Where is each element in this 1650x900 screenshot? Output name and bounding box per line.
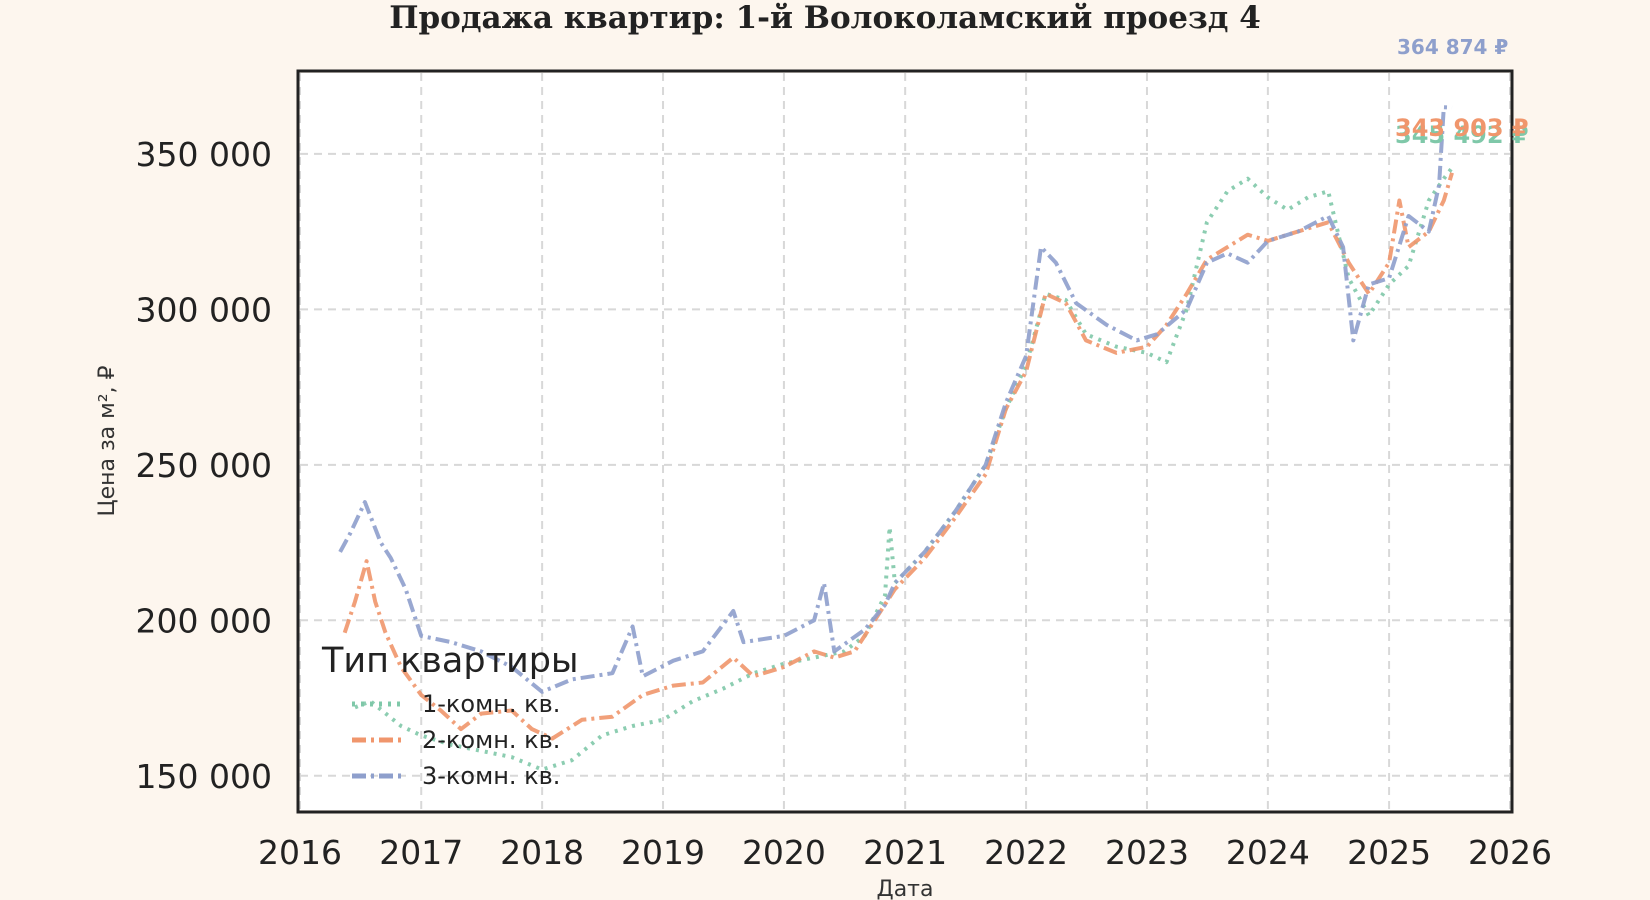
chart-title: Продажа квартир: 1-й Волоколамский проез… bbox=[389, 0, 1261, 36]
legend-item: 1-комн. кв. bbox=[422, 690, 560, 718]
x-tick-label: 2022 bbox=[984, 833, 1068, 872]
x-tick-label: 2018 bbox=[500, 833, 584, 872]
end-value-label: 343 903 ₽ bbox=[1395, 114, 1529, 142]
grid bbox=[299, 73, 1511, 810]
x-tick-label: 2026 bbox=[1468, 833, 1552, 872]
y-tick-label: 150 000 bbox=[136, 757, 272, 796]
legend-item: 2-комн. кв. bbox=[422, 726, 560, 754]
series-line-2 bbox=[342, 172, 1454, 741]
end-labels: 345 492 ₽343 903 ₽ 364 874 ₽ bbox=[1395, 35, 1529, 149]
legend: Тип квартиры 1-комн. кв. 2-комн. кв. 3-комн… bbox=[321, 641, 579, 790]
x-tick-label: 2025 bbox=[1347, 833, 1431, 872]
legend-title: Тип квартиры bbox=[321, 641, 579, 681]
x-tick-label: 2017 bbox=[379, 833, 463, 872]
x-tick-label: 2023 bbox=[1105, 833, 1189, 872]
y-tick-label: 300 000 bbox=[136, 290, 272, 329]
x-tick-label: 2016 bbox=[258, 833, 342, 872]
x-tick-label: 2024 bbox=[1226, 833, 1310, 872]
y-tick-label: 200 000 bbox=[136, 601, 272, 640]
y-tick-label: 350 000 bbox=[136, 135, 272, 174]
y-tick-label: 250 000 bbox=[136, 446, 272, 485]
y-axis-label: Цена за м², ₽ bbox=[95, 365, 120, 516]
x-tick-label: 2019 bbox=[621, 833, 705, 872]
legend-item: 3-комн. кв. bbox=[422, 762, 560, 790]
end-value-label: 345 492 ₽ bbox=[1395, 121, 1529, 149]
axis-ticks: 2016 2017 2018 2019 2020 2021 2022 2023 2024 2025… bbox=[136, 135, 1552, 872]
x-tick-label: 2020 bbox=[742, 833, 826, 872]
plot-frame bbox=[296, 69, 1514, 814]
x-axis-label: Дата bbox=[877, 877, 934, 900]
series-line-3 bbox=[338, 105, 1453, 694]
x-tick-label: 2021 bbox=[863, 833, 947, 872]
end-value-label: 364 874 ₽ bbox=[1397, 35, 1508, 59]
series-lines bbox=[338, 105, 1454, 772]
